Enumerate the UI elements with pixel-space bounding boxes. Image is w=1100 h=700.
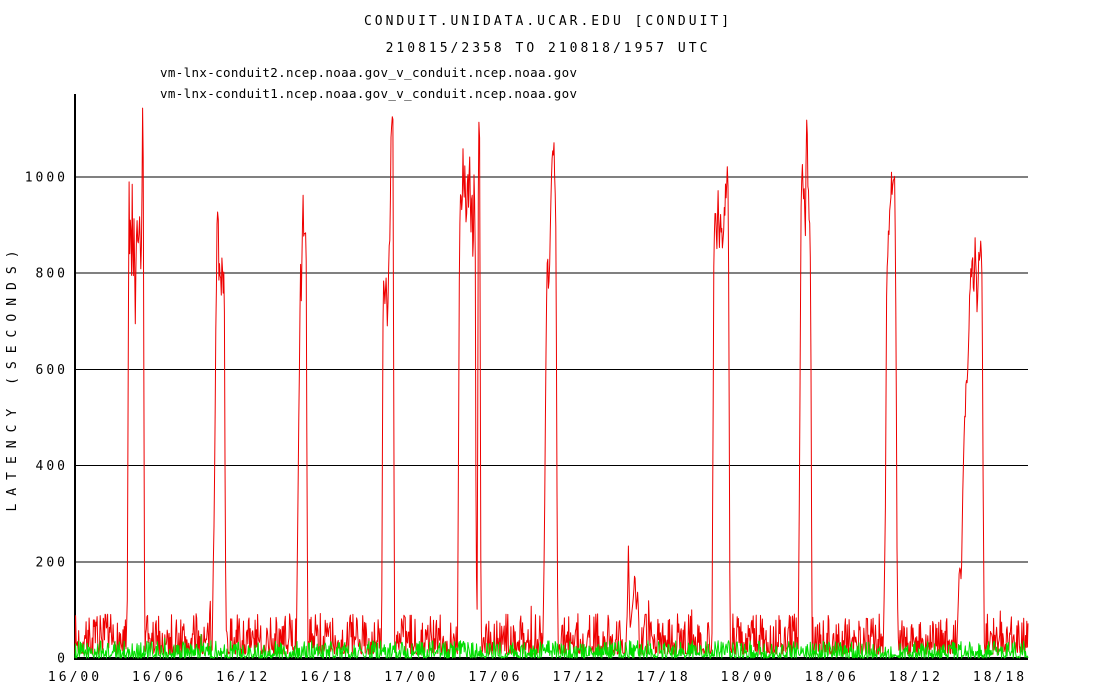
chart-subtitle: 210815/2358 TO 210818/1957 UTC [386,41,711,56]
x-tick-17-12: 17/12 [552,670,606,685]
x-tick-17-18: 17/18 [637,670,691,685]
x-tick-16-12: 16/12 [216,670,270,685]
x-tick-16-18: 16/18 [300,670,354,685]
x-tick-18-12: 18/12 [889,670,943,685]
chart-title: CONDUIT.UNIDATA.UCAR.EDU [CONDUIT] [364,14,732,29]
x-tick-18-00: 18/00 [721,670,775,685]
x-tick-labels: 16/00 16/06 16/12 16/18 17/00 17/06 17/12 17/18… [48,670,1027,685]
y-tick-400: 400 [36,459,68,474]
legend-label-conduit2: vm-lnx-conduit2.ncep.noaa.gov_v_conduit.… [160,65,577,80]
y-axis-label: LATENCY (SECONDS) [5,242,20,511]
x-tick-18-18: 18/18 [973,670,1027,685]
y-tick-0: 0 [57,652,68,667]
x-tick-17-06: 17/06 [468,670,522,685]
x-tick-16-06: 16/06 [132,670,186,685]
x-tick-16-00: 16/00 [48,670,102,685]
y-tick-600: 600 [36,363,68,378]
y-tick-1000: 1000 [25,171,68,186]
y-tick-800: 800 [36,267,68,282]
y-tick-200: 200 [36,555,68,570]
legend-label-conduit1: vm-lnx-conduit1.ncep.noaa.gov_v_conduit.… [160,86,577,101]
x-tick-17-00: 17/00 [384,670,438,685]
y-tick-labels: 0 200 400 600 800 1000 [25,171,68,667]
x-tick-18-06: 18/06 [805,670,859,685]
series-lines [74,107,1029,659]
series-line-conduit1 [74,633,1029,659]
